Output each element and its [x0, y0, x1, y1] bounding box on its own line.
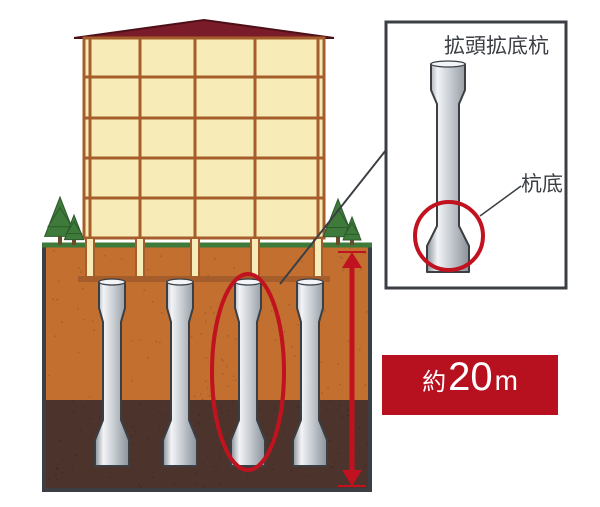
depth-label-box: 約 20 m [382, 355, 558, 415]
depth-suffix: m [495, 365, 518, 397]
pile-foundation-diagram: 約 20 m 拡頭拡底杭 杭底 [0, 0, 600, 507]
depth-number: 20 [448, 355, 493, 400]
depth-prefix: 約 [422, 362, 446, 397]
inset-base-label: 杭底 [521, 168, 563, 198]
inset-title: 拡頭拡底杭 [444, 30, 549, 60]
diagram-svg [0, 0, 600, 507]
